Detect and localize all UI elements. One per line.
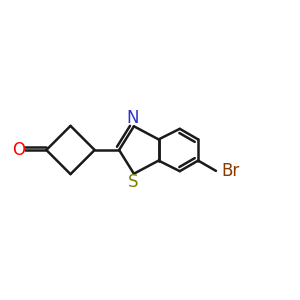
Text: O: O <box>12 141 25 159</box>
Text: N: N <box>127 109 139 127</box>
Text: Br: Br <box>222 162 240 180</box>
Text: S: S <box>128 173 138 191</box>
